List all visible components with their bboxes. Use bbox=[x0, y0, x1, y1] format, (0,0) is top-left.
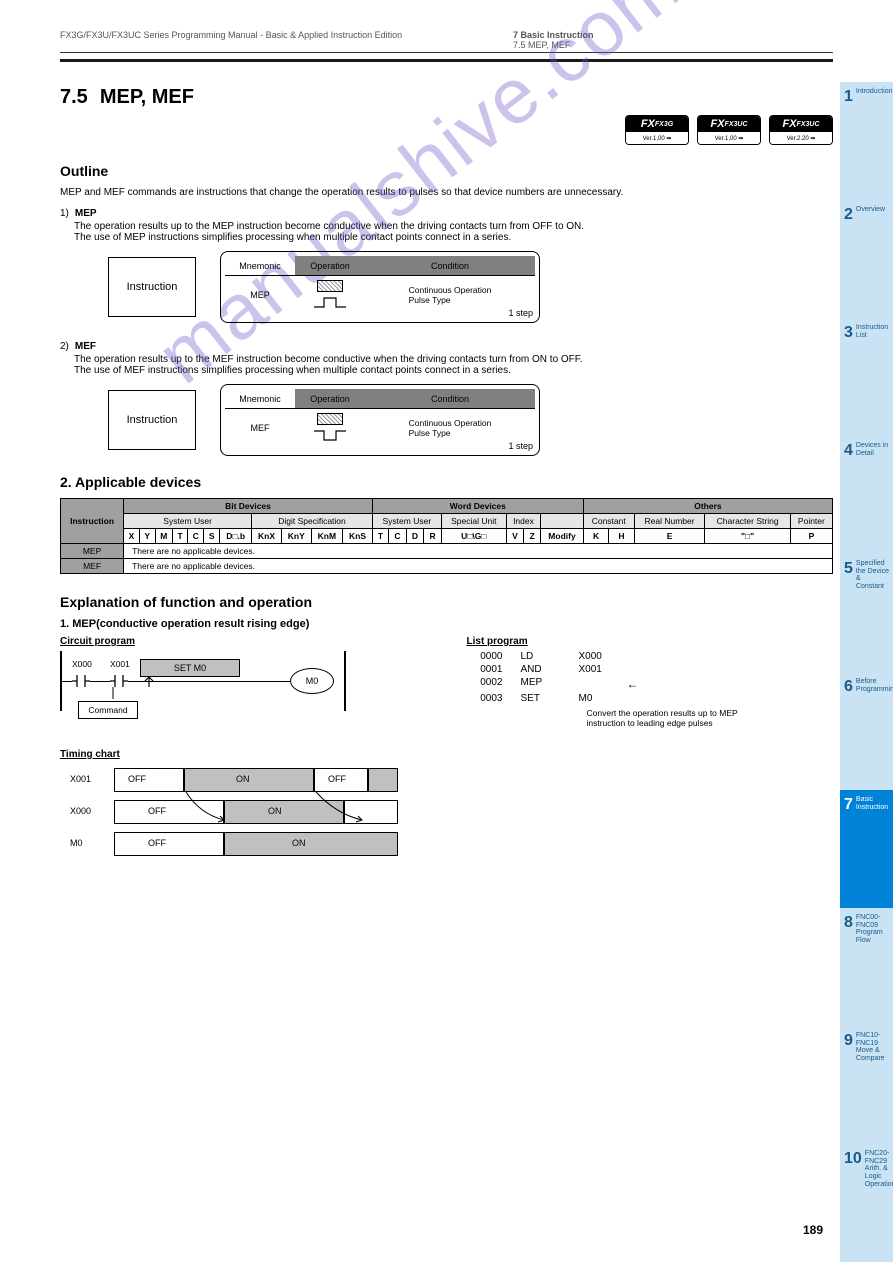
mep-desc: The operation results up to the MEP inst… bbox=[74, 221, 833, 243]
tab-1[interactable]: 1Introduction bbox=[839, 82, 893, 200]
header-chapter: 7 Basic Instruction bbox=[513, 30, 833, 40]
mep-num: 1) bbox=[60, 208, 69, 219]
mep-instr-box: Instruction bbox=[108, 257, 196, 317]
section-title: 7.5 MEP, MEF bbox=[60, 86, 833, 109]
pulse-icon bbox=[317, 413, 343, 425]
pulse-icons bbox=[295, 276, 365, 309]
list-column: List program 0000LDX000 0001ANDX001 0002… bbox=[467, 636, 834, 741]
mnemonic-val: MEP bbox=[225, 276, 295, 309]
tab-9[interactable]: 9FNC10-FNC19 Move & Compare bbox=[839, 1026, 893, 1144]
arrow-down-icon bbox=[106, 687, 120, 703]
outline-body: MEP and MEF commands are instructions th… bbox=[60, 187, 833, 198]
mep-expl-title: 1. MEP(conductive operation result risin… bbox=[60, 618, 833, 630]
outline-heading: Outline bbox=[60, 163, 833, 179]
list-row: 0001ANDX001 bbox=[475, 664, 834, 675]
timing-chart: X001 OFF ON OFF X000 OFF ON M0 OFF ON bbox=[70, 768, 833, 888]
tab-7[interactable]: 7Basic Instruction bbox=[839, 790, 893, 908]
expl-heading: Explanation of function and operation bbox=[60, 594, 833, 610]
section-name: MEP, MEF bbox=[100, 86, 194, 109]
mef-panel: Mnemonic Operation Condition MEF Continu… bbox=[220, 384, 540, 456]
cond-body: Continuous Operation Pulse Type bbox=[365, 276, 535, 309]
mep-name: MEP bbox=[75, 208, 97, 219]
compatibility-badges: FXFX3G Ver.1.00 ➡ FXFX3UC Ver.1.00 ➡ FXF… bbox=[60, 115, 833, 145]
step-icon bbox=[312, 295, 348, 309]
header-rule bbox=[60, 59, 833, 62]
tab-6[interactable]: 6Before Programming bbox=[839, 672, 893, 790]
page-header: FX3G/FX3U/FX3UC Series Programming Manua… bbox=[60, 30, 833, 53]
tab-5[interactable]: 5Specified the Device & Constant bbox=[839, 554, 893, 672]
tab-8[interactable]: 8FNC00-FNC09 Program Flow bbox=[839, 908, 893, 1026]
table-row: MEP There are no applicable devices. bbox=[61, 544, 833, 559]
tab-2[interactable]: 2Overview bbox=[839, 200, 893, 318]
steps-note: 1 step bbox=[508, 308, 533, 318]
mep-block: 1) MEP The operation results up to the M… bbox=[60, 208, 833, 323]
page: manualshive.com FX3G/FX3U/FX3UC Series P… bbox=[0, 0, 893, 1263]
page-number: 189 bbox=[803, 1223, 823, 1237]
tab-3[interactable]: 3Instruction List bbox=[839, 318, 893, 436]
timing-title: Timing chart bbox=[60, 749, 833, 760]
pulse-icon bbox=[317, 280, 343, 292]
condition-hdr: Condition bbox=[365, 256, 535, 276]
grp-word: Word Devices bbox=[372, 499, 583, 514]
list-row: 0000LDX000 bbox=[475, 651, 834, 662]
tab-4[interactable]: 4Devices in Detail bbox=[839, 436, 893, 554]
grp-bit: Bit Devices bbox=[124, 499, 373, 514]
program-columns: Circuit program X000 X001 SET M0 M0 Co bbox=[60, 636, 833, 741]
section-number: 7.5 bbox=[60, 86, 88, 109]
badge-fx3uc-2: FXFX3UC Ver.2.20 ➡ bbox=[769, 115, 833, 145]
list-title: List program bbox=[467, 636, 834, 647]
mef-desc: The operation results up to the MEF inst… bbox=[74, 354, 833, 376]
mep-format-row: Instruction Mnemonic Operation Condition… bbox=[108, 251, 833, 323]
mef-num: 2) bbox=[60, 341, 69, 352]
list-program: 0000LDX000 0001ANDX001 0002MEP← 0003SETM… bbox=[475, 651, 834, 704]
arrow-up-icon bbox=[142, 675, 156, 689]
applicable-devices-table: Instruction Bit Devices Word Devices Oth… bbox=[60, 498, 833, 574]
tab-10[interactable]: 10FNC20-FNC29 Arith. & Logic Operation bbox=[839, 1144, 893, 1262]
timing-arrow-icon bbox=[310, 788, 380, 828]
grp-others: Others bbox=[583, 499, 832, 514]
m0-coil: M0 bbox=[290, 668, 334, 694]
table-row: MEF There are no applicable devices. bbox=[61, 559, 833, 574]
badge-fx3uc-1: FXFX3UC Ver.1.00 ➡ bbox=[697, 115, 761, 145]
badge-fx3g: FXFX3G Ver.1.00 ➡ bbox=[625, 115, 689, 145]
command-label: Command bbox=[78, 701, 138, 719]
mef-block: 2) MEF The operation results up to the M… bbox=[60, 341, 833, 456]
x000-contact bbox=[72, 673, 90, 689]
appdev-heading: 2. Applicable devices bbox=[60, 474, 833, 490]
circuit-title: Circuit program bbox=[60, 636, 427, 647]
header-right: 7 Basic Instruction 7.5 MEP, MEF bbox=[513, 30, 833, 50]
list-note: Convert the operation results up to MEP … bbox=[587, 708, 834, 728]
header-subsection: 7.5 MEP, MEF bbox=[513, 40, 833, 50]
column-headers-row: XYMTCSD□.bKnXKnYKnMKnSTCDRU□\G□VZModifyK… bbox=[61, 529, 833, 544]
timing-arrow-icon bbox=[180, 788, 240, 828]
side-tabs: 1Introduction 2Overview 3Instruction Lis… bbox=[839, 82, 893, 1262]
mef-format-row: Instruction Mnemonic Operation Condition… bbox=[108, 384, 833, 456]
mep-panel: Mnemonic Operation Condition MEP Continu… bbox=[220, 251, 540, 323]
circuit-column: Circuit program X000 X001 SET M0 M0 Co bbox=[60, 636, 427, 741]
list-row: 0003SETM0 bbox=[475, 693, 834, 704]
mnemonic-hdr: Mnemonic bbox=[225, 256, 295, 276]
ladder-diagram: X000 X001 SET M0 M0 Command bbox=[60, 651, 427, 741]
header-left: FX3G/FX3U/FX3UC Series Programming Manua… bbox=[60, 30, 513, 50]
list-row: 0002MEP← bbox=[475, 677, 834, 691]
mef-name: MEF bbox=[75, 341, 96, 352]
col-instruction: Instruction bbox=[61, 499, 124, 544]
step-icon bbox=[312, 428, 348, 442]
operation-hdr: Operation bbox=[295, 256, 365, 276]
mef-instr-box: Instruction bbox=[108, 390, 196, 450]
arrow-left-icon: ← bbox=[627, 677, 657, 691]
